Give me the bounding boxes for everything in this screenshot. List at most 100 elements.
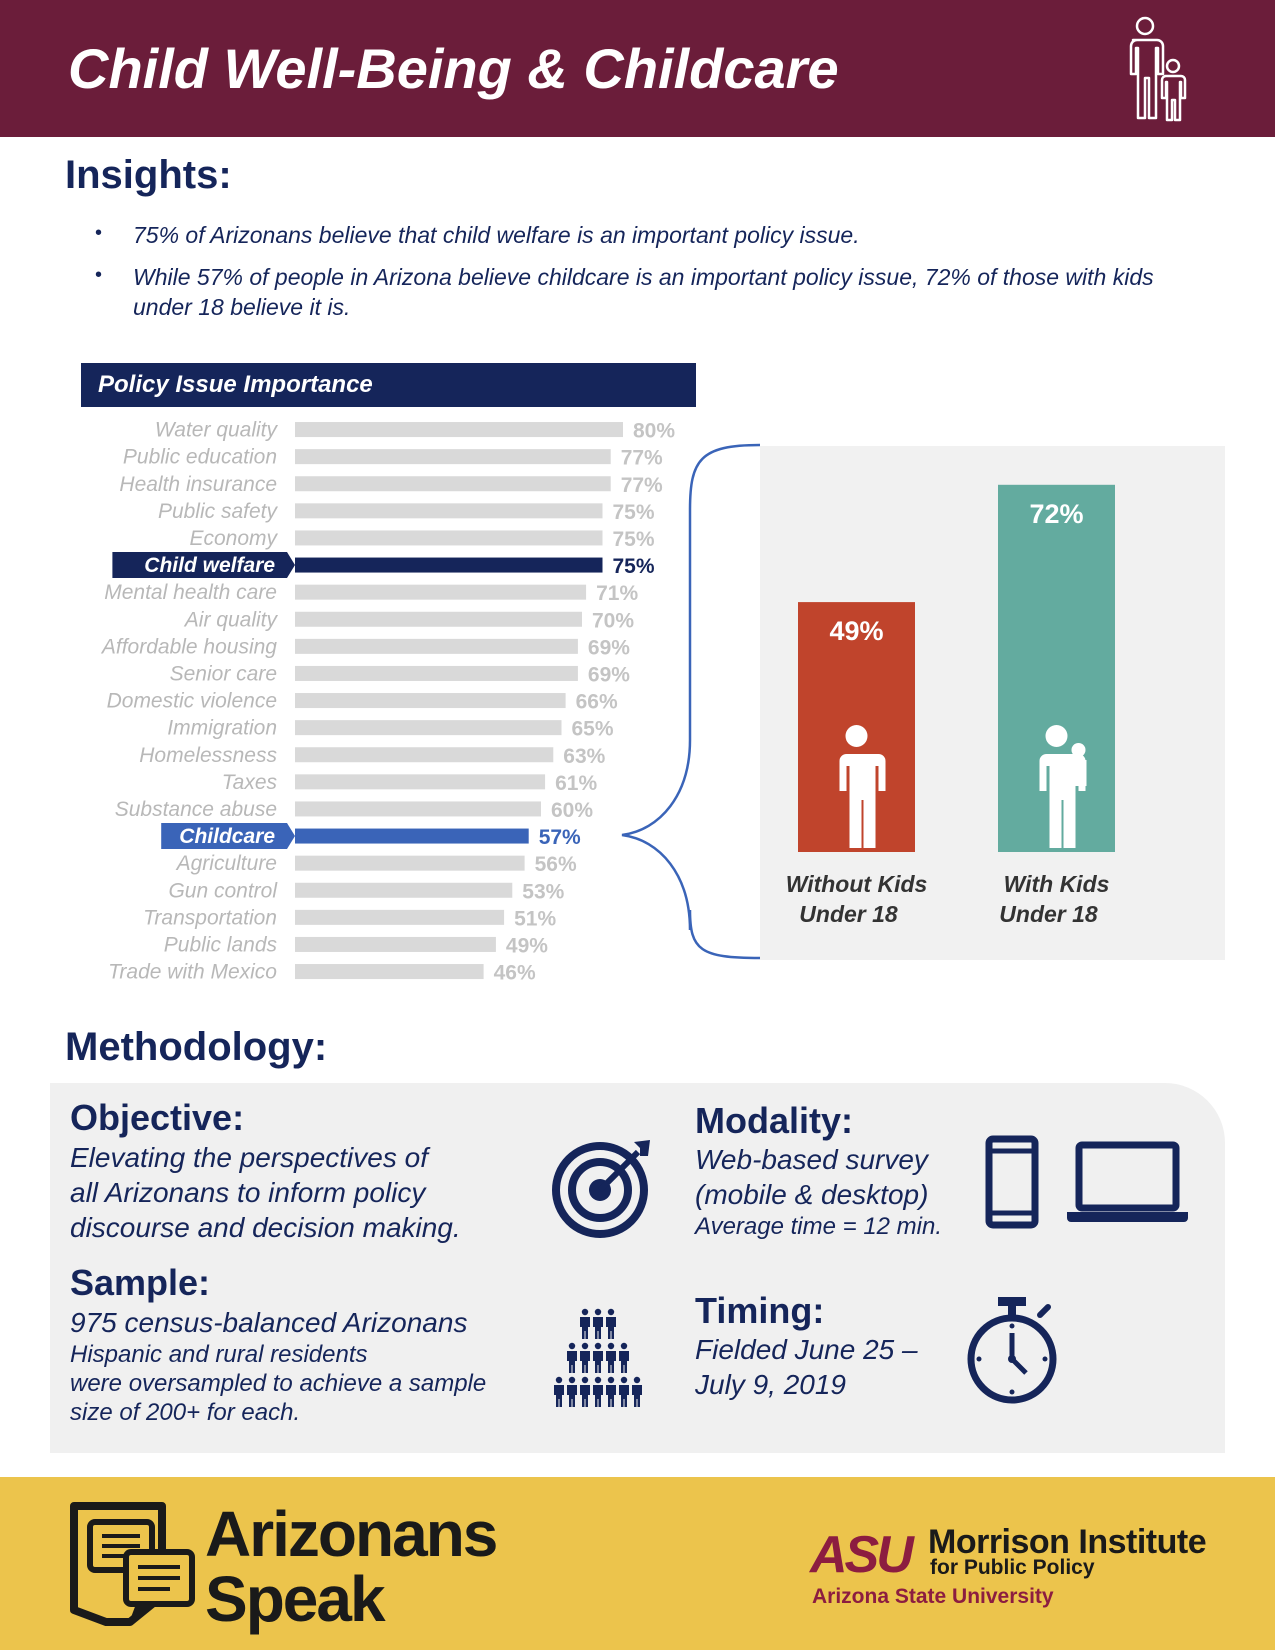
value-label: 80% — [633, 420, 675, 443]
bar-row: Public education 77% — [123, 446, 663, 470]
comparison-category-label: Under 18 — [799, 901, 898, 927]
objective-line-2: all Arizonans to inform policy — [70, 1177, 426, 1208]
comparison-value-label: 49% — [829, 616, 883, 646]
footer-banner — [0, 1477, 1275, 1650]
bar-row: Water quality 80% — [155, 419, 676, 443]
category-highlight-tag — [161, 823, 295, 850]
value-label: 61% — [555, 772, 597, 795]
value-label: 75% — [613, 501, 655, 524]
bar — [295, 693, 566, 709]
bar — [295, 747, 554, 763]
person-figure — [554, 1376, 564, 1407]
category-label: Senior care — [170, 662, 277, 685]
page-title: Child Well-Being & Childcare — [68, 37, 839, 100]
bar-row: Transportation 51% — [143, 906, 556, 930]
comparison-category-label: Without Kids — [786, 871, 928, 897]
person-figure — [606, 1308, 616, 1339]
chart-title: Policy Issue Importance — [98, 371, 373, 398]
category-label: Agriculture — [175, 852, 277, 875]
person-figure — [606, 1376, 616, 1407]
timing-line-2: July 9, 2019 — [695, 1369, 846, 1400]
bullet-marker: • — [95, 222, 103, 244]
sample-line-1: Hispanic and rural residents — [70, 1341, 368, 1368]
bar-row: Taxes 61% — [222, 771, 598, 795]
value-label: 75% — [613, 528, 655, 551]
category-label: Mental health care — [104, 581, 277, 604]
bar — [295, 964, 484, 980]
methodology-heading: Methodology: — [65, 1025, 328, 1069]
curly-brace-connector — [621, 443, 761, 960]
person-figure — [619, 1376, 629, 1407]
category-label: Public lands — [164, 933, 278, 956]
bullet-marker: • — [95, 264, 103, 286]
insight-bullet-2: While 57% of people in Arizona believe c… — [133, 264, 1154, 320]
institute-name: Morrison Institute — [928, 1523, 1207, 1561]
category-label: Public safety — [158, 500, 279, 523]
bar — [295, 638, 578, 654]
bar — [295, 611, 582, 627]
objective-line-1: Elevating the perspectives of — [70, 1142, 428, 1173]
value-label: 51% — [514, 907, 556, 930]
bar — [295, 882, 513, 898]
laptop-icon — [1067, 1141, 1188, 1222]
person-figure — [593, 1308, 603, 1339]
person-figure — [593, 1342, 603, 1373]
value-label: 77% — [621, 474, 663, 497]
comparison-bar-group: 49% Without Kids Under 18 — [786, 602, 928, 927]
category-label: Water quality — [155, 419, 279, 442]
timing-heading: Timing: — [695, 1290, 825, 1331]
sample-line-3: size of 200+ for each. — [70, 1399, 301, 1426]
bar-row: Affordable housing 69% — [100, 635, 630, 659]
arizona-chat-bubbles-icon — [70, 1502, 195, 1626]
bar — [295, 422, 623, 438]
modality-line-2: (mobile & desktop) — [695, 1179, 929, 1210]
kids-comparison-bar-chart: 49% Without Kids Under 18 72% With Kids Under… — [786, 484, 1115, 927]
comparison-category-label: With Kids — [1004, 871, 1110, 897]
mobile-phone-icon — [985, 1135, 1039, 1229]
bar-row: Domestic violence 66% — [107, 690, 618, 714]
value-label: 60% — [551, 799, 593, 822]
bar-row: Public safety 75% — [158, 500, 655, 524]
value-label: 66% — [576, 691, 618, 714]
header-banner — [0, 0, 1275, 137]
bar-row: Public lands 49% — [164, 933, 548, 957]
comparison-value-label: 72% — [1029, 499, 1083, 529]
insight-bullet-1: 75% of Arizonans believe that child welf… — [133, 222, 860, 248]
category-highlight-tag — [112, 552, 296, 579]
value-label: 57% — [539, 826, 581, 849]
timing-line-1: Fielded June 25 – — [695, 1334, 918, 1365]
category-label: Substance abuse — [115, 798, 277, 821]
person-figure — [606, 1342, 616, 1373]
insights-heading: Insights: — [65, 153, 232, 197]
asu-logo-mark: ASU — [810, 1526, 914, 1584]
university-name: Arizona State University — [812, 1585, 1054, 1608]
bar — [295, 909, 505, 925]
bar — [295, 720, 562, 736]
bar-row: Trade with Mexico 46% — [108, 961, 536, 985]
person-icon — [834, 725, 886, 848]
modality-note: Average time = 12 min. — [695, 1213, 943, 1240]
bar — [295, 828, 529, 844]
parent-child-icon — [1129, 16, 1187, 122]
stopwatch-icon — [967, 1297, 1057, 1404]
objective-line-3: discourse and decision making. — [70, 1212, 461, 1243]
category-label: Domestic violence — [107, 690, 277, 713]
brand-name-line-1: Arizonans — [205, 1498, 498, 1570]
bar — [295, 936, 496, 952]
person-figure — [619, 1342, 629, 1373]
bar-row: Agriculture 56% — [175, 852, 577, 876]
value-label: 71% — [596, 582, 638, 605]
value-label: 75% — [613, 555, 655, 578]
bar — [295, 855, 525, 871]
category-label: Taxes — [222, 771, 278, 794]
value-label: 46% — [494, 962, 536, 985]
person-figure — [567, 1342, 577, 1373]
target-icon — [552, 1140, 650, 1238]
bar-row: Mental health care 71% — [104, 581, 638, 605]
person-figure — [580, 1376, 590, 1407]
value-label: 49% — [506, 934, 548, 957]
bar-row: Childcare 57% — [161, 823, 581, 850]
value-label: 77% — [621, 447, 663, 470]
bar — [295, 530, 603, 546]
bar — [295, 449, 611, 465]
